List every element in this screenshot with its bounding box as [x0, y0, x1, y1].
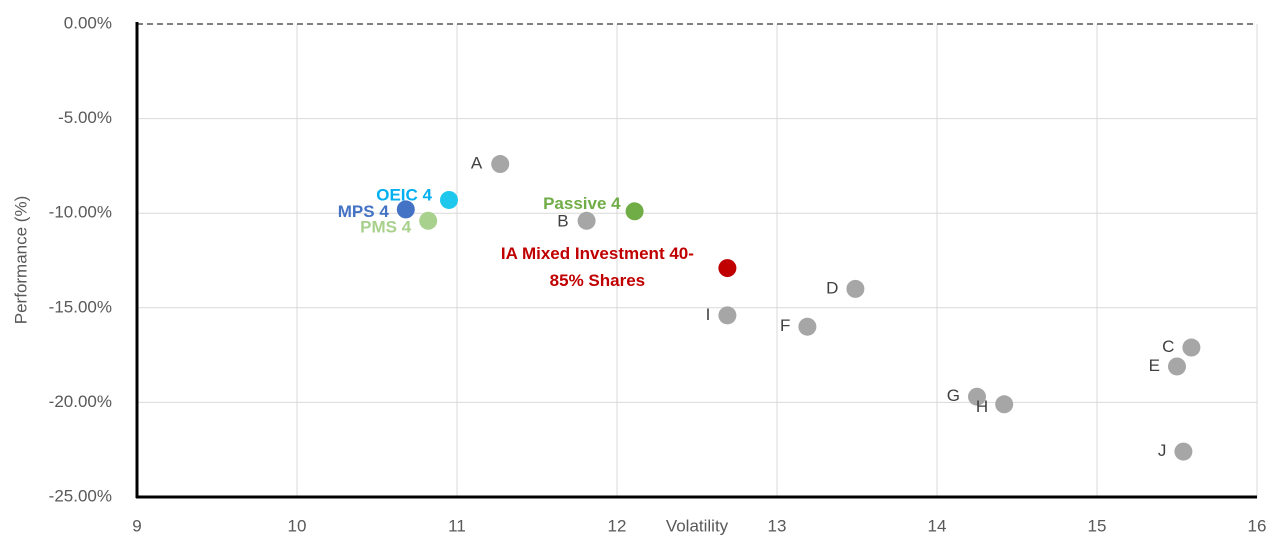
x-tick-label: 16	[1248, 516, 1267, 535]
point	[995, 395, 1014, 414]
y-tick-label: 0.00%	[64, 13, 112, 32]
point	[968, 387, 986, 406]
x-tick-label: 11	[448, 516, 466, 535]
point-label: H	[976, 397, 988, 416]
point	[718, 306, 737, 325]
x-axis-label: Volatility	[666, 516, 729, 535]
point	[1168, 357, 1186, 376]
point	[419, 211, 438, 230]
x-tick-label: 13	[768, 516, 787, 535]
point	[1174, 442, 1193, 461]
point-label: B	[557, 211, 568, 230]
point-label: D	[826, 278, 838, 297]
x-tick-label: 9	[132, 516, 141, 535]
point-label: E	[1149, 356, 1160, 375]
point-label: G	[947, 386, 960, 405]
point	[625, 202, 644, 221]
x-tick-label: 14	[928, 516, 947, 535]
point-label: F	[780, 316, 790, 335]
point	[846, 279, 865, 298]
y-tick-label: -10.00%	[49, 203, 112, 222]
point-label: MPS 4	[338, 202, 390, 221]
y-tick-label: -15.00%	[49, 297, 112, 316]
y-tick-label: -20.00%	[49, 392, 112, 411]
point-label: OEIC 4	[376, 185, 432, 204]
point	[491, 155, 510, 174]
y-axis-label: Performance (%)	[11, 196, 30, 324]
point-label-box: IA Mixed Investment 40-85% Shares	[500, 244, 694, 291]
point-label: PMS 4	[360, 217, 412, 236]
point-label: Passive 4	[543, 194, 621, 213]
x-tick-label: 12	[608, 516, 627, 535]
y-tick-label: -25.00%	[49, 486, 112, 505]
point-label: IA Mixed Investment 40-85% Shares	[500, 244, 694, 291]
point	[396, 200, 415, 219]
point	[577, 211, 596, 230]
x-tick-label: 15	[1088, 516, 1107, 535]
point-label: I	[706, 305, 711, 324]
point	[1182, 338, 1201, 357]
point	[798, 317, 817, 336]
point-label: C	[1162, 337, 1174, 356]
x-tick-label: 10	[288, 516, 307, 535]
point-label: J	[1158, 441, 1167, 460]
point-label: A	[471, 153, 483, 172]
y-tick-label: -5.00%	[58, 108, 112, 127]
point	[718, 259, 737, 278]
point	[440, 190, 458, 209]
